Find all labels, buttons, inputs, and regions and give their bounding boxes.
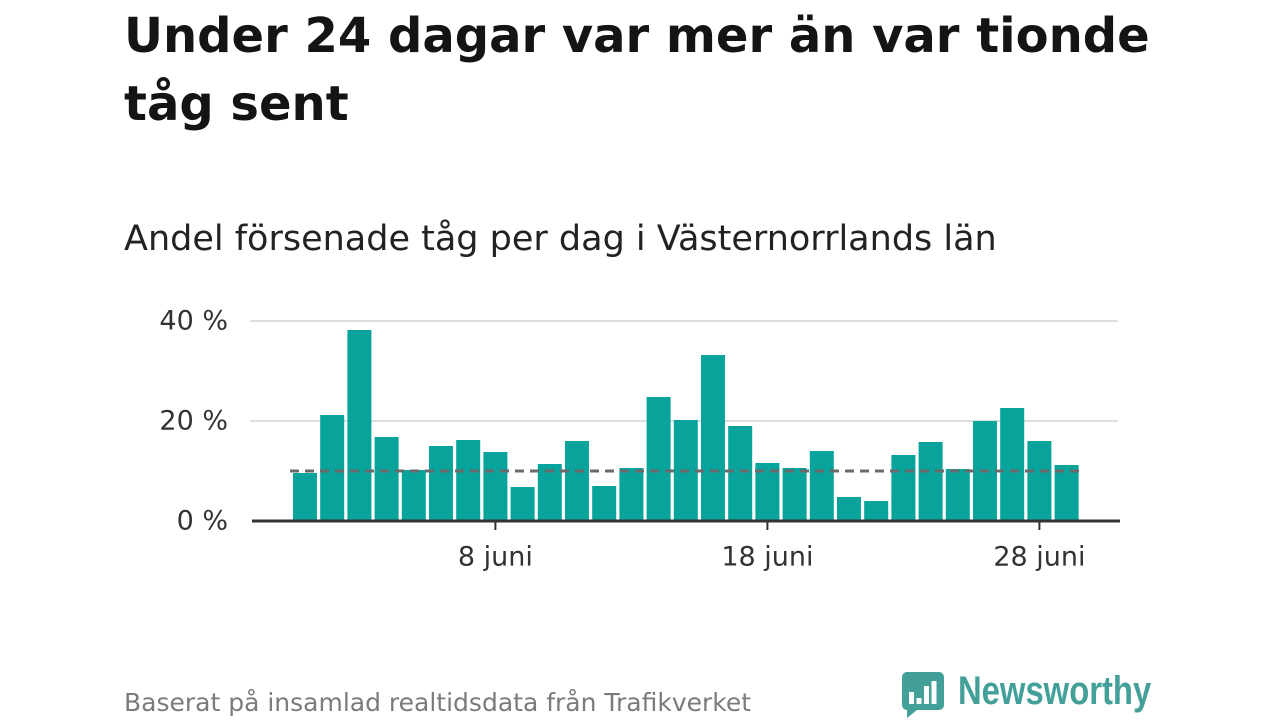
bar-2-juni (320, 415, 345, 521)
bar-24-juni (918, 442, 943, 521)
bar-21-juni (837, 497, 861, 521)
bar-10-juni (537, 464, 562, 521)
bar-4-juni (374, 437, 399, 521)
y-tick-label: 0 % (177, 506, 228, 537)
newsworthy-logo-icon (902, 672, 944, 718)
bar-27-juni (1000, 408, 1025, 521)
bar-3-juni (347, 330, 372, 521)
x-tick-label: 28 juni (993, 542, 1085, 573)
bar-18-juni (755, 463, 780, 521)
x-tick-label: 18 juni (721, 542, 813, 573)
bar-chart: 0 % 20 % 40 % 8 juni 18 juni 28 juni (159, 306, 1120, 573)
bar-8-juni (483, 452, 508, 521)
y-tick-label: 40 % (159, 306, 228, 337)
bar-12-juni (592, 486, 617, 521)
bar-16-juni (701, 355, 725, 521)
bar-17-juni (728, 426, 753, 521)
bar-chart-area: 0 % 20 % 40 % 8 juni 18 juni 28 juni (140, 300, 1140, 580)
y-tick-label: 20 % (159, 406, 228, 437)
bar-7-juni (456, 440, 481, 521)
bar-19-juni (782, 468, 807, 521)
bar-28-juni (1027, 441, 1052, 521)
x-tick-label: 8 juni (458, 542, 533, 573)
bar-9-juni (510, 487, 535, 521)
bar-22-juni (864, 501, 889, 521)
bar-6-juni (429, 446, 453, 521)
bar-14-juni (646, 397, 671, 521)
bar-23-juni (891, 455, 916, 521)
bar-13-juni (619, 468, 644, 521)
newsworthy-logo: Newsworthy (902, 668, 1172, 719)
bar-1-juni (293, 473, 317, 521)
bar-11-juni (565, 441, 589, 521)
chart-subtitle: Andel försenade tåg per dag i Västernorr… (124, 219, 997, 259)
bar-20-juni (809, 451, 834, 521)
logo-wordmark: Newsworthy (958, 669, 1152, 713)
bar-25-juni (945, 469, 970, 521)
bar-5-juni (401, 470, 426, 521)
bar-29-juni (1054, 465, 1079, 521)
source-note: Baserat på insamlad realtidsdata från Tr… (124, 688, 752, 717)
chart-title: Under 24 dagar var mer än var tionde tåg… (124, 8, 1150, 132)
